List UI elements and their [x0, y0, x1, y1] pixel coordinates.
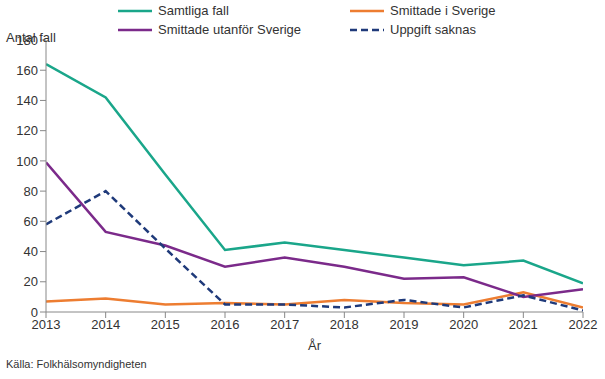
svg-text:140: 140 [16, 93, 38, 108]
svg-text:2022: 2022 [569, 317, 597, 332]
svg-text:20: 20 [24, 274, 38, 289]
html-text:Källa: Folkhälsomyndigheten: Källa: Folkhälsomyndigheten [6, 358, 147, 370]
svg-text:100: 100 [16, 154, 38, 169]
svg-text:2016: 2016 [211, 317, 240, 332]
html-text:Smittade utanför Sverige: Smittade utanför Sverige [158, 22, 302, 37]
svg-text:60: 60 [24, 214, 38, 229]
html-text:Samtliga fall: Samtliga fall [158, 3, 229, 18]
svg-text:2020: 2020 [449, 317, 478, 332]
svg-text:2015: 2015 [151, 317, 180, 332]
svg-text:120: 120 [16, 123, 38, 138]
svg-text:2013: 2013 [31, 317, 61, 333]
svg-text:2018: 2018 [330, 317, 359, 332]
svg-text:2019: 2019 [390, 317, 419, 332]
svg-text:160: 160 [16, 63, 38, 78]
svg-text:80: 80 [24, 184, 38, 199]
svg-text:2021: 2021 [509, 317, 538, 332]
svg-text:2017: 2017 [270, 317, 299, 332]
html-text:Uppgift saknas: Uppgift saknas [390, 22, 476, 37]
svg-text:År: År [308, 338, 322, 352]
html-text:Antal fall: Antal fall [6, 30, 56, 45]
svg-text:40: 40 [24, 244, 38, 259]
svg-text:2014: 2014 [91, 317, 120, 332]
html-text:Smittade i Sverige: Smittade i Sverige [390, 3, 496, 18]
svg-text:0: 0 [31, 305, 38, 320]
